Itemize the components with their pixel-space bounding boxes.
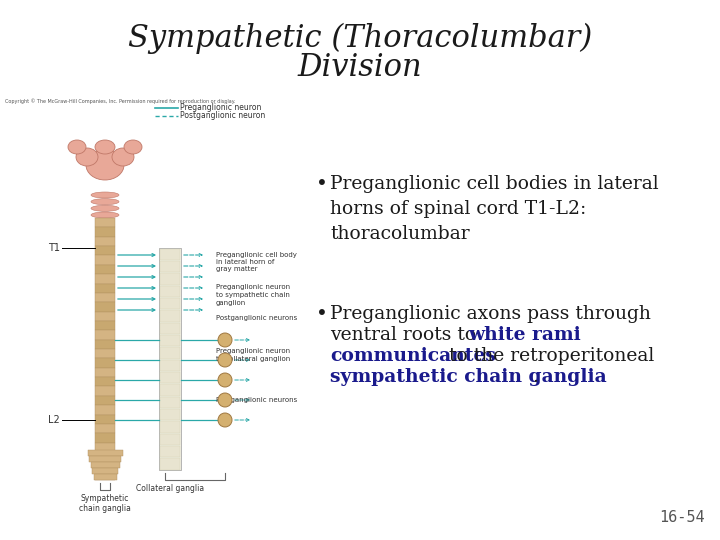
Circle shape <box>218 413 232 427</box>
Bar <box>95 415 115 424</box>
Ellipse shape <box>124 140 142 154</box>
Text: Preganglionic neuron
to collateral ganglion: Preganglionic neuron to collateral gangl… <box>216 348 290 362</box>
Bar <box>160 396 180 408</box>
Bar <box>95 368 115 377</box>
Bar <box>160 298 180 309</box>
Bar <box>160 421 180 433</box>
Text: Sympathetic
chain ganglia: Sympathetic chain ganglia <box>79 494 131 514</box>
Circle shape <box>218 373 232 387</box>
Bar <box>95 312 115 321</box>
Text: Preganglionic cell body
in lateral horn of
gray matter: Preganglionic cell body in lateral horn … <box>216 252 297 273</box>
Bar <box>160 286 180 297</box>
Bar <box>95 349 115 359</box>
Bar <box>91 462 120 468</box>
Bar <box>159 248 181 470</box>
Ellipse shape <box>91 205 119 211</box>
Bar <box>95 274 115 284</box>
Bar <box>95 321 115 330</box>
Ellipse shape <box>91 199 119 205</box>
Bar <box>95 255 115 265</box>
Bar <box>95 227 115 237</box>
Ellipse shape <box>68 140 86 154</box>
Text: Preganglionic cell bodies in lateral
horns of spinal cord T1-L2:
thoracolumbar: Preganglionic cell bodies in lateral hor… <box>330 175 659 243</box>
Bar <box>95 396 115 405</box>
Bar <box>95 265 115 274</box>
Ellipse shape <box>76 148 98 166</box>
Circle shape <box>218 333 232 347</box>
Ellipse shape <box>95 140 115 154</box>
Bar <box>95 461 115 471</box>
Bar <box>95 471 115 480</box>
Bar <box>95 293 115 302</box>
Bar <box>95 340 115 349</box>
Text: .: . <box>532 368 538 386</box>
Ellipse shape <box>112 148 134 166</box>
Text: •: • <box>316 305 328 324</box>
Bar <box>160 360 180 371</box>
Text: Postganglionic neurons: Postganglionic neurons <box>216 315 297 321</box>
Text: •: • <box>316 175 328 194</box>
Text: white rami: white rami <box>468 326 581 344</box>
Bar <box>160 372 180 383</box>
Bar <box>160 409 180 420</box>
Bar <box>95 387 115 396</box>
Bar <box>160 384 180 395</box>
Text: Preganglionic neuron
to sympathetic chain
ganglion: Preganglionic neuron to sympathetic chai… <box>216 285 290 306</box>
Circle shape <box>218 393 232 407</box>
Bar <box>95 218 115 227</box>
Bar <box>160 458 180 469</box>
Bar <box>160 248 180 260</box>
Text: Division: Division <box>297 52 423 84</box>
Bar <box>94 474 117 480</box>
Bar <box>160 322 180 334</box>
Bar <box>95 237 115 246</box>
Bar <box>95 452 115 461</box>
Text: Preganglionic axons pass through: Preganglionic axons pass through <box>330 305 651 323</box>
Text: Sympathetic (Thoracolumbar): Sympathetic (Thoracolumbar) <box>128 22 592 53</box>
Bar <box>95 443 115 452</box>
Circle shape <box>218 353 232 367</box>
Ellipse shape <box>91 212 119 218</box>
Bar <box>95 284 115 293</box>
Bar <box>95 330 115 340</box>
Text: Collateral ganglia: Collateral ganglia <box>136 484 204 493</box>
Text: ventral roots to: ventral roots to <box>330 326 482 344</box>
Bar <box>160 273 180 285</box>
Text: to the retroperitoneal: to the retroperitoneal <box>443 347 654 365</box>
Bar <box>88 450 122 456</box>
Bar <box>95 359 115 368</box>
Bar <box>95 424 115 433</box>
Bar <box>160 310 180 321</box>
Text: L2: L2 <box>48 415 60 425</box>
Bar <box>160 261 180 272</box>
Text: Copyright © The McGraw-Hill Companies, Inc. Permission required for reproduction: Copyright © The McGraw-Hill Companies, I… <box>5 98 235 104</box>
Bar <box>160 347 180 359</box>
Ellipse shape <box>91 192 119 198</box>
Bar <box>95 405 115 415</box>
Text: sympathetic chain ganglia: sympathetic chain ganglia <box>330 368 607 386</box>
Text: Preganglionic neuron: Preganglionic neuron <box>180 104 261 112</box>
Bar <box>95 433 115 443</box>
Bar <box>160 434 180 445</box>
Text: Postganglionic neurons: Postganglionic neurons <box>216 397 297 403</box>
Bar <box>89 456 121 462</box>
Bar <box>95 377 115 387</box>
Bar <box>92 468 118 474</box>
Text: communicantes: communicantes <box>330 347 496 365</box>
Bar <box>160 335 180 346</box>
Bar <box>95 246 115 255</box>
Bar <box>95 302 115 312</box>
Text: Postganglionic neuron: Postganglionic neuron <box>180 111 265 120</box>
Bar <box>160 446 180 457</box>
Text: 16-54: 16-54 <box>660 510 705 525</box>
Ellipse shape <box>86 150 124 180</box>
Text: T1: T1 <box>48 243 60 253</box>
